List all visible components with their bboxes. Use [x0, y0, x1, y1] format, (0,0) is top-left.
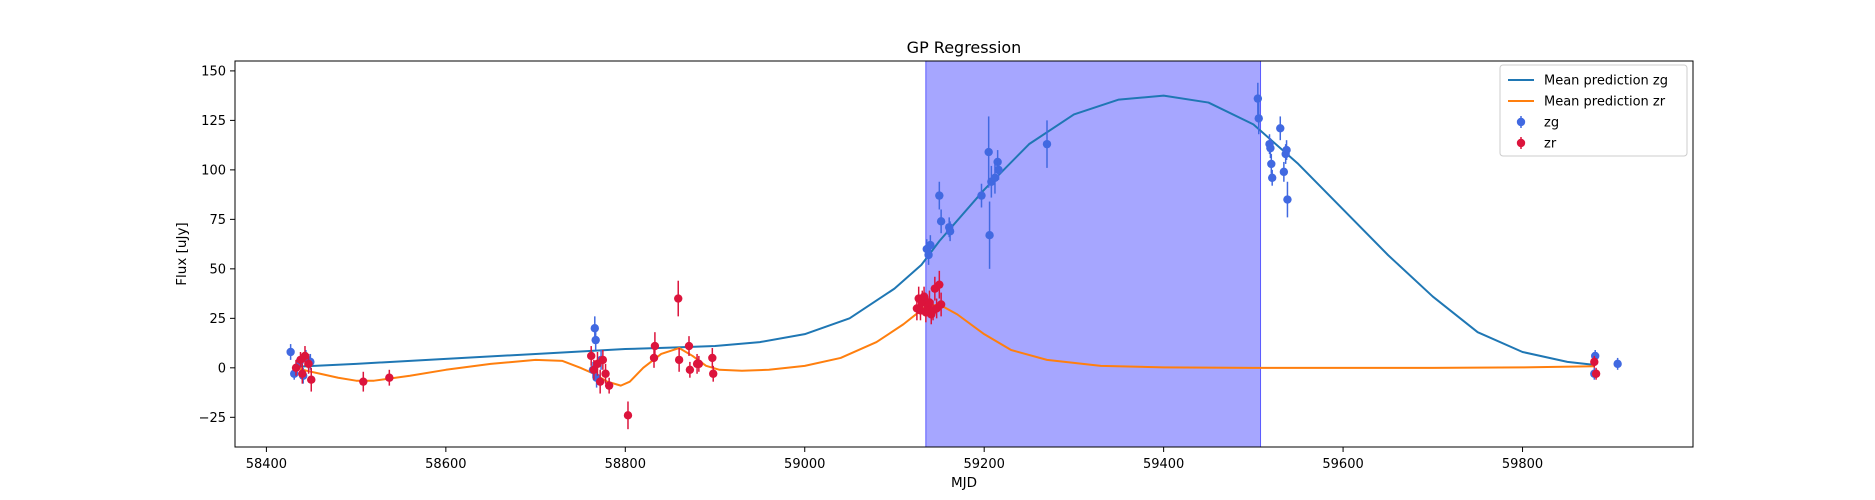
data-point-zr [1591, 369, 1601, 378]
data-point-zr [385, 373, 394, 382]
data-point-zg [945, 227, 955, 236]
legend-marker-swatch [1516, 138, 1526, 148]
legend: Mean prediction zg Mean prediction zr zg zr [1499, 64, 1688, 157]
plot-area-frame [234, 60, 1694, 448]
y-axis-label: Flux [uJy] [174, 222, 190, 285]
data-point-zr [601, 369, 610, 378]
y-tick-label: 150 [201, 64, 226, 79]
data-point-zg [1279, 167, 1289, 177]
data-point-zg [1267, 159, 1276, 169]
data-point-zg [994, 165, 1003, 175]
x-tick-label: 59000 [784, 457, 825, 472]
legend-box [1499, 64, 1688, 157]
data-point-zr [298, 369, 307, 378]
data-point-zg [590, 324, 599, 333]
data-point-zg [1613, 359, 1622, 369]
legend-label: Mean prediction zg [1544, 74, 1668, 89]
y-tick-label: 25 [209, 312, 226, 327]
legend-entry-mean-prediction-zr: Mean prediction zr [1508, 95, 1666, 110]
legend-label: zr [1544, 137, 1557, 152]
legend-marker-swatch [1516, 117, 1526, 127]
x-tick-label: 59600 [1322, 457, 1363, 472]
data-point-zg [1042, 139, 1052, 149]
data-point-zg [936, 217, 946, 226]
legend-entry-zr: zr [1516, 137, 1557, 152]
data-point-zr [300, 351, 310, 361]
data-point-zg [990, 173, 1000, 182]
data-point-zg [1267, 173, 1277, 182]
x-axis-ticks: 58400 58600 58800 59000 59200 59400 59600 59800 [246, 447, 1543, 472]
data-point-zr [304, 359, 313, 369]
data-point-zr [291, 363, 301, 373]
data-point-zr [595, 377, 605, 386]
data-point-zr [649, 353, 659, 363]
data-points-layer [286, 82, 1622, 430]
data-point-zr [708, 353, 717, 363]
legend-label: zg [1544, 116, 1559, 131]
data-point-zr [598, 355, 608, 365]
prediction-lines-layer [293, 94, 1595, 387]
data-point-zg [1276, 124, 1285, 133]
data-point-zr [936, 300, 946, 309]
data-point-zr [919, 292, 929, 301]
line-mean-prediction-zg [293, 94, 1595, 368]
data-point-zg [984, 147, 993, 157]
data-point-zg [1282, 145, 1291, 155]
data-point-zg [977, 191, 986, 200]
shaded-span-layer [925, 60, 1262, 448]
y-axis-ticks: −25 0 25 50 75 100 125 150 [199, 64, 235, 426]
x-tick-label: 58400 [246, 457, 287, 472]
y-tick-label: 0 [218, 361, 226, 376]
shaded-span [925, 60, 1262, 448]
x-tick-label: 59400 [1143, 457, 1184, 472]
y-tick-label: 50 [209, 262, 226, 277]
x-tick-label: 59200 [964, 457, 1005, 472]
data-point-zr [623, 411, 633, 420]
line-mean-prediction-zr [293, 303, 1595, 387]
chart-title: GP Regression [907, 38, 1022, 57]
data-point-zg [286, 347, 295, 357]
x-tick-label: 58600 [425, 457, 466, 472]
data-point-zg [1266, 143, 1275, 153]
data-point-zg [1253, 94, 1263, 103]
x-axis-label: MJD [951, 475, 977, 491]
legend-entry-mean-prediction-zg: Mean prediction zg [1508, 74, 1668, 89]
y-tick-label: 100 [201, 163, 226, 178]
data-point-zr [674, 294, 683, 303]
data-point-zr [684, 341, 694, 351]
data-point-zg [591, 335, 600, 345]
data-point-zr [694, 359, 704, 369]
data-point-zr [1590, 357, 1599, 367]
y-tick-label: 75 [209, 213, 226, 228]
data-point-zr [674, 355, 684, 365]
data-point-zr [359, 377, 368, 386]
data-point-zg [1283, 195, 1292, 204]
x-tick-label: 58800 [605, 457, 646, 472]
y-tick-label: 125 [201, 114, 226, 129]
data-point-zg [1254, 114, 1263, 123]
data-point-zr [307, 375, 316, 384]
data-point-zg [924, 250, 933, 260]
legend-label: Mean prediction zr [1544, 95, 1666, 110]
data-point-zr [709, 369, 718, 378]
data-point-zg [985, 230, 994, 240]
data-point-zg [993, 157, 1002, 167]
data-point-zr [650, 341, 660, 351]
legend-entry-zg: zg [1516, 116, 1559, 131]
data-point-zg [935, 191, 944, 200]
x-tick-label: 59800 [1502, 457, 1543, 472]
data-point-zr [685, 365, 695, 374]
data-point-zr [604, 381, 614, 390]
series-zr [291, 270, 1601, 430]
data-point-zr [587, 351, 596, 361]
data-point-zr [935, 280, 944, 289]
y-tick-label: −25 [199, 411, 226, 426]
data-point-zg [926, 240, 935, 250]
